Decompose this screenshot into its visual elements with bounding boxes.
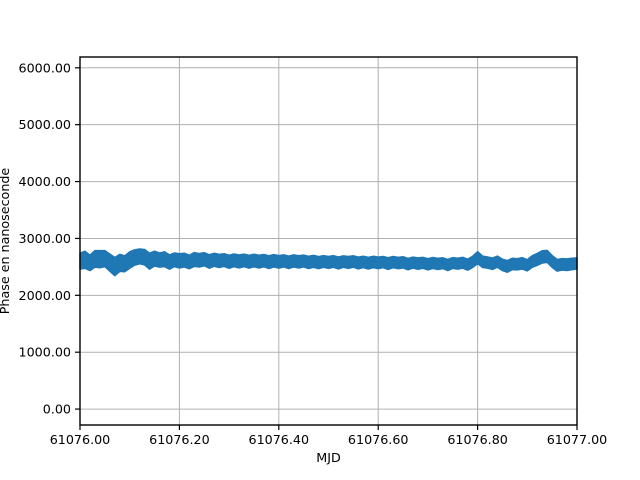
y-tick-label: 5000.00 <box>19 117 71 132</box>
x-tick-label: 61076.40 <box>249 432 310 447</box>
x-tick-label: 61076.60 <box>348 432 409 447</box>
x-tick-label: 61076.80 <box>447 432 508 447</box>
y-tick-label: 6000.00 <box>19 60 71 75</box>
x-tick-label: 61076.20 <box>149 432 210 447</box>
x-axis-label: MJD <box>316 450 341 465</box>
x-tick-label: 61077.00 <box>547 432 608 447</box>
y-tick-label: 1000.00 <box>19 345 71 360</box>
y-tick-label: 0.00 <box>43 402 71 417</box>
plot-border <box>79 56 578 426</box>
y-tick-label: 2000.00 <box>19 288 71 303</box>
y-tick-label: 3000.00 <box>19 231 71 246</box>
data-series-band <box>79 248 578 277</box>
y-axis-label: Phase en nanoseconde <box>0 167 12 315</box>
x-tick-label: 61076.00 <box>50 432 111 447</box>
y-tick-label: 4000.00 <box>19 174 71 189</box>
